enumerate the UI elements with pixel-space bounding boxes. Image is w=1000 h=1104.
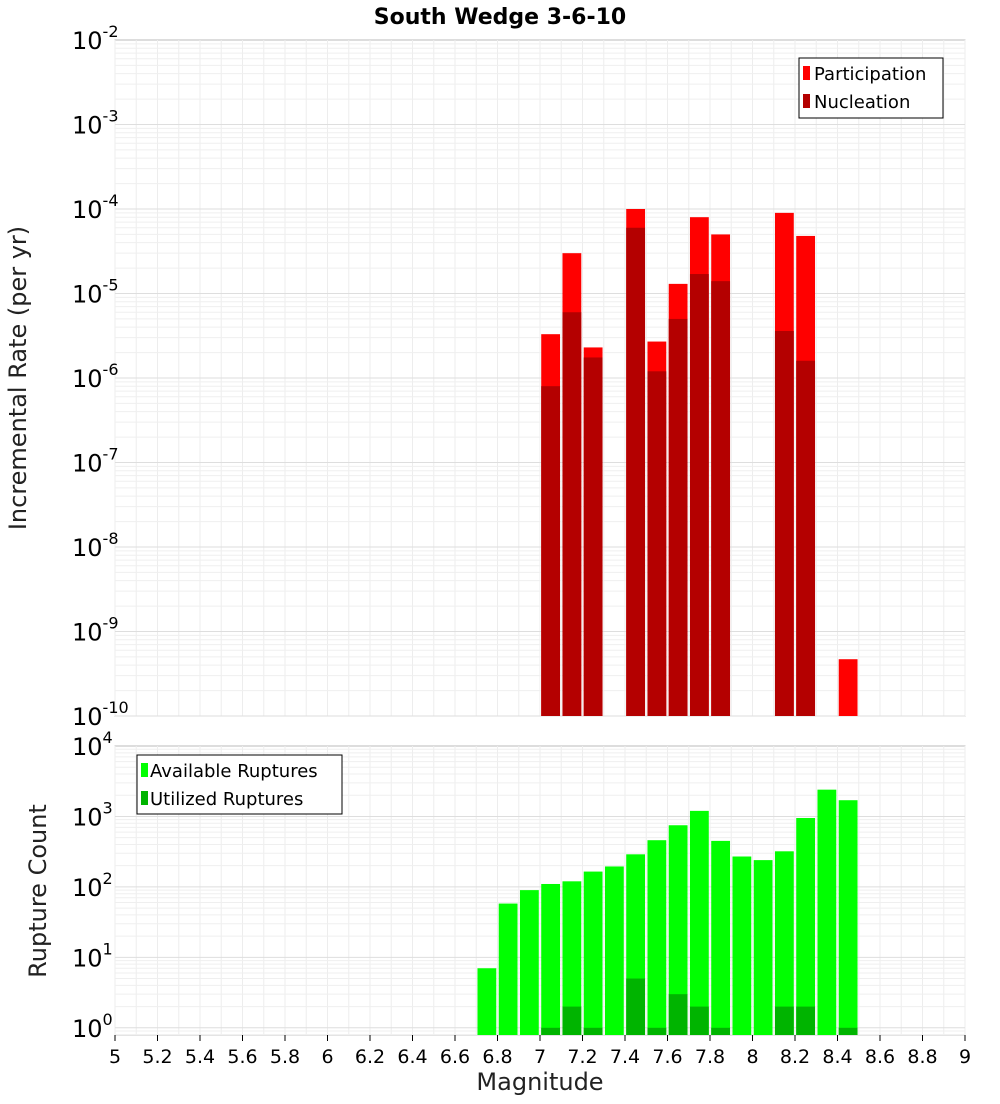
nucleation-bar: [583, 357, 603, 716]
x-tick-label: 7.6: [652, 1046, 682, 1068]
available-ruptures-bar: [541, 883, 561, 1035]
x-tick-label: 5.6: [227, 1046, 257, 1068]
x-tick-label: 8: [746, 1046, 758, 1068]
chart-title: South Wedge 3-6-10: [374, 5, 626, 30]
available-ruptures-bar: [477, 968, 497, 1035]
top-y-ticks: 10-10 10-9 10-8 10-7 10-6 10-5 10-4 10-3 10-2: [72, 22, 129, 731]
nucleation-bar: [541, 386, 561, 716]
available-ruptures-bar: [668, 825, 688, 1035]
x-tick-label: 6.8: [482, 1046, 512, 1068]
top-y-tick-label: 10-6: [72, 360, 119, 393]
x-tick-label: 9: [959, 1046, 971, 1068]
available-ruptures-bar: [647, 840, 667, 1035]
bot-y-tick-label: 102: [72, 869, 113, 902]
x-tick-label: 6: [321, 1046, 333, 1068]
legend-participation-swatch: [803, 66, 810, 80]
available-ruptures-bar: [838, 800, 858, 1035]
bottom-y-axis-label: Rupture Count: [24, 804, 52, 978]
nucleation-bar: [668, 318, 688, 716]
utilized-ruptures-bar: [541, 1027, 561, 1035]
nucleation-bar: [796, 360, 816, 716]
top-y-tick-label: 10-3: [72, 107, 119, 140]
top-bars: [541, 209, 858, 717]
top-y-tick-label: 10-9: [72, 614, 119, 647]
utilized-ruptures-bar: [796, 1006, 816, 1035]
available-ruptures-bar: [519, 890, 539, 1035]
x-tick-label: 5.8: [270, 1046, 300, 1068]
bottom-legend: Available Ruptures Utilized Ruptures: [136, 754, 343, 815]
utilized-ruptures-bar: [647, 1027, 667, 1035]
utilized-ruptures-bar: [626, 978, 646, 1035]
x-tick-label: 6.2: [355, 1046, 385, 1068]
top-y-tick-label: 10-8: [72, 529, 119, 562]
utilized-ruptures-bar: [838, 1027, 858, 1035]
available-ruptures-bar: [732, 856, 752, 1035]
available-ruptures-bar: [689, 810, 709, 1035]
legend-utilized-label: Utilized Ruptures: [150, 789, 303, 810]
x-tick-label: 8.8: [907, 1046, 937, 1068]
available-ruptures-bar: [583, 871, 603, 1035]
top-y-tick-label: 10-5: [72, 276, 119, 309]
available-ruptures-bar: [774, 851, 794, 1035]
nucleation-bar: [562, 312, 582, 716]
utilized-ruptures-bar: [562, 1006, 582, 1035]
available-ruptures-bar: [753, 860, 773, 1035]
bot-y-tick-label: 101: [72, 939, 113, 972]
legend-utilized-swatch: [141, 791, 148, 805]
x-tick-label: 5.2: [142, 1046, 172, 1068]
legend-available-label: Available Ruptures: [150, 761, 318, 782]
utilized-ruptures-bar: [668, 994, 688, 1035]
top-y-tick-label: 10-7: [72, 445, 119, 478]
top-legend: Participation Nucleation: [798, 57, 944, 119]
available-ruptures-bar: [796, 818, 816, 1035]
bot-y-tick-label: 104: [72, 728, 113, 761]
available-ruptures-bar: [498, 903, 518, 1035]
nucleation-bar: [689, 274, 709, 716]
top-y-tick-label: 10-2: [72, 22, 119, 55]
utilized-ruptures-bar: [711, 1027, 731, 1035]
utilized-ruptures-bar: [774, 1006, 794, 1035]
utilized-ruptures-bar: [583, 1027, 603, 1035]
top-y-axis-label: Incremental Rate (per yr): [4, 226, 32, 530]
available-ruptures-bar: [711, 840, 731, 1035]
x-tick-label: 7: [534, 1046, 546, 1068]
legend-participation-label: Participation: [814, 64, 926, 85]
x-axis-label: Magnitude: [476, 1068, 603, 1096]
x-tick-label: 6.4: [397, 1046, 427, 1068]
x-ticks: 5 5.2 5.4 5.6 5.8 6 6.2 6.4 6.6 6.8 7 7.2 7.4 7.6 7.8 8…: [109, 1035, 971, 1068]
bottom-y-ticks: 100 101 102 103 104: [72, 728, 113, 1043]
bot-y-tick-label: 100: [72, 1010, 113, 1043]
nucleation-bar: [774, 330, 794, 716]
x-tick-label: 5: [109, 1046, 121, 1068]
x-tick-label: 7.2: [567, 1046, 597, 1068]
legend-available-swatch: [141, 763, 148, 777]
bot-y-tick-label: 103: [72, 798, 113, 831]
x-tick-label: 7.4: [610, 1046, 640, 1068]
x-tick-label: 8.2: [780, 1046, 810, 1068]
top-y-tick-label: 10-10: [72, 698, 129, 731]
x-tick-label: 8.4: [822, 1046, 852, 1068]
available-ruptures-bar: [562, 881, 582, 1035]
top-y-tick-label: 10-4: [72, 191, 119, 224]
nucleation-bar: [711, 281, 731, 716]
nucleation-bar: [647, 371, 667, 716]
available-ruptures-bar: [604, 866, 624, 1035]
participation-bar: [838, 659, 858, 716]
nucleation-bar: [626, 227, 646, 716]
x-tick-label: 7.8: [695, 1046, 725, 1068]
x-tick-label: 6.6: [440, 1046, 470, 1068]
x-tick-label: 5.4: [185, 1046, 215, 1068]
top-legend-box: [798, 57, 944, 119]
legend-nucleation-swatch: [803, 94, 810, 108]
legend-nucleation-label: Nucleation: [814, 92, 910, 113]
top-grid: [114, 40, 966, 717]
bottom-legend-box: [136, 754, 343, 815]
utilized-ruptures-bar: [689, 1006, 709, 1035]
available-ruptures-bar: [817, 789, 837, 1035]
x-tick-label: 8.6: [865, 1046, 895, 1068]
bottom-bars: [477, 789, 858, 1035]
